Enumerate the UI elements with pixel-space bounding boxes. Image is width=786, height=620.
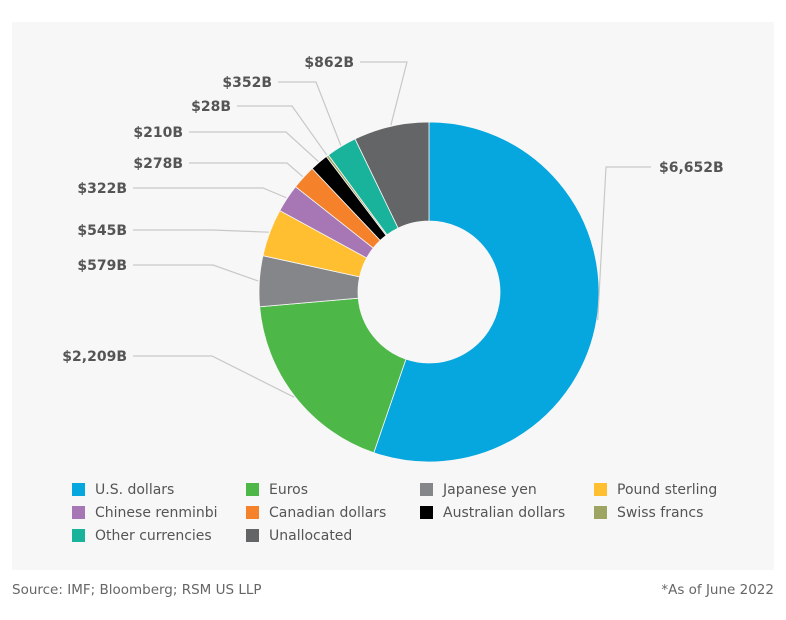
legend-label: Chinese renminbi bbox=[95, 504, 218, 521]
leader-line bbox=[237, 105, 328, 156]
legend-label: U.S. dollars bbox=[95, 481, 175, 498]
legend-item: Canadian dollars bbox=[246, 503, 420, 522]
data-label: $28B bbox=[191, 99, 231, 115]
legend-label: Other currencies bbox=[95, 527, 212, 544]
legend-swatch bbox=[420, 506, 433, 519]
legend-swatch bbox=[246, 506, 259, 519]
chart-panel bbox=[12, 22, 774, 570]
legend-swatch bbox=[72, 529, 85, 542]
legend-label: Swiss francs bbox=[617, 504, 704, 521]
slice-1 bbox=[259, 297, 407, 454]
legend-item: Pound sterling bbox=[594, 480, 754, 499]
legend-item: Japanese yen bbox=[420, 480, 594, 499]
data-label: $278B bbox=[133, 156, 183, 172]
legend-label: Euros bbox=[269, 481, 309, 498]
legend-label: Japanese yen bbox=[443, 481, 537, 498]
data-label: $2,209B bbox=[62, 349, 127, 365]
legend-swatch bbox=[420, 483, 433, 496]
source-note: Source: IMF; Bloomberg; RSM US LLP bbox=[12, 582, 262, 598]
date-note: *As of June 2022 bbox=[661, 582, 774, 598]
legend-item: U.S. dollars bbox=[72, 480, 246, 499]
legend-item: Euros bbox=[246, 480, 420, 499]
leader-line bbox=[133, 264, 259, 282]
legend-label: Unallocated bbox=[269, 527, 353, 544]
data-label: $6,652B bbox=[659, 160, 724, 176]
legend-item: Australian dollars bbox=[420, 503, 594, 522]
leader-line bbox=[133, 229, 269, 233]
data-label: $322B bbox=[77, 181, 127, 197]
legend: U.S. dollars Euros Japanese yen Pound sterl… bbox=[72, 480, 752, 545]
data-label: $862B bbox=[304, 55, 354, 71]
legend-swatch bbox=[594, 483, 607, 496]
leader-line bbox=[360, 61, 408, 126]
data-label: $352B bbox=[222, 75, 272, 91]
slice-0 bbox=[373, 121, 600, 463]
leader-line bbox=[189, 162, 304, 178]
leader-line bbox=[189, 131, 319, 162]
legend-swatch bbox=[594, 506, 607, 519]
data-label: $579B bbox=[77, 258, 127, 274]
legend-item: Unallocated bbox=[246, 526, 420, 545]
leader-line bbox=[597, 166, 651, 321]
legend-swatch bbox=[72, 506, 85, 519]
legend-item: Chinese renminbi bbox=[72, 503, 246, 522]
leader-line bbox=[133, 187, 287, 199]
data-label: $545B bbox=[77, 223, 127, 239]
legend-swatch bbox=[72, 483, 85, 496]
legend-label: Australian dollars bbox=[443, 504, 566, 521]
data-label: $210B bbox=[133, 125, 183, 141]
legend-swatch bbox=[246, 483, 259, 496]
legend-item: Other currencies bbox=[72, 526, 246, 545]
slice-9 bbox=[354, 121, 430, 229]
leader-line bbox=[133, 355, 295, 398]
legend-item: Swiss francs bbox=[594, 503, 754, 522]
legend-label: Canadian dollars bbox=[269, 504, 387, 521]
legend-label: Pound sterling bbox=[617, 481, 718, 498]
leader-line bbox=[278, 81, 342, 146]
legend-swatch bbox=[246, 529, 259, 542]
